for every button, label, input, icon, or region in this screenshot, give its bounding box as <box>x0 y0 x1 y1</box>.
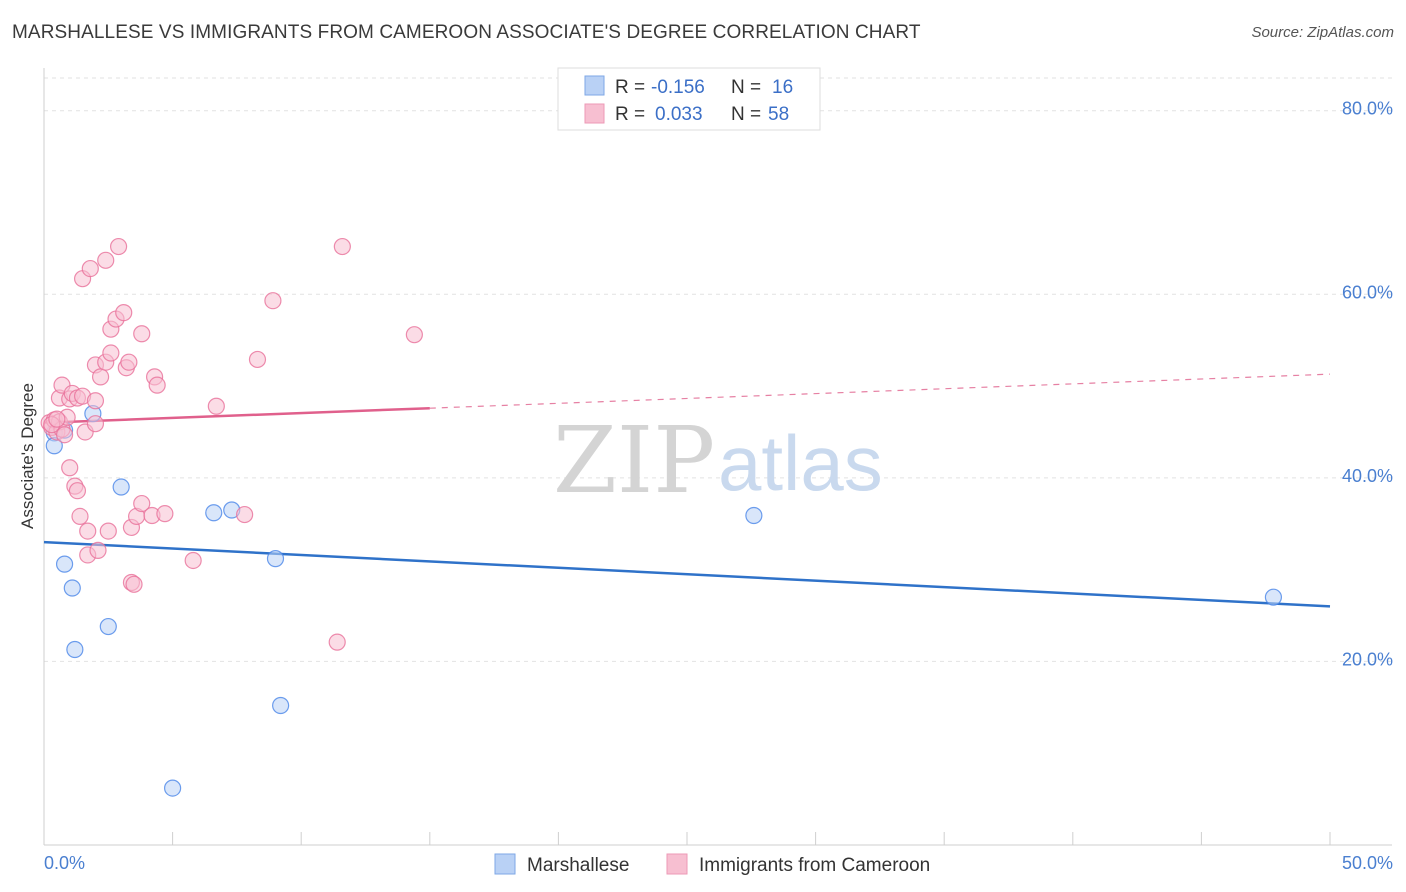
y-tick-labels: 20.0% 40.0% 60.0% 80.0% <box>1342 99 1393 670</box>
point-cameroon <box>115 304 133 322</box>
point-marshallese <box>272 696 290 715</box>
series-legend-label-marshallese: Marshallese <box>527 855 629 876</box>
legend-r-label-blue: R = <box>615 77 645 98</box>
x-tick-label: 50.0% <box>1342 853 1393 873</box>
point-cameroon <box>328 633 346 651</box>
point-marshallese <box>164 779 182 797</box>
x-ticks <box>43 832 1331 845</box>
scatter-points <box>40 237 1283 797</box>
point-marshallese <box>205 504 223 522</box>
legend-r-label-pink: R = <box>615 104 645 125</box>
point-cameroon <box>184 551 202 570</box>
legend-n-value-blue: 16 <box>772 77 793 98</box>
point-marshallese <box>63 579 81 597</box>
watermark-zip: ZIP <box>553 407 715 514</box>
x-tick-labels: 0.0% 50.0% <box>44 853 1393 873</box>
point-cameroon <box>109 237 128 256</box>
point-cameroon <box>68 482 87 500</box>
series-legend-swatch-blue <box>494 853 516 875</box>
point-cameroon <box>102 344 120 362</box>
point-cameroon <box>97 251 115 269</box>
point-cameroon <box>405 326 423 344</box>
point-cameroon <box>81 259 99 278</box>
point-cameroon <box>248 350 267 369</box>
legend-n-value-pink: 58 <box>768 104 789 125</box>
trend-line-pink-solid <box>43 406 430 425</box>
legend-r-value-blue: -0.156 <box>651 77 705 98</box>
chart-title: MARSHALLESE VS IMMIGRANTS FROM CAMEROON … <box>12 22 921 43</box>
y-tick-label: 60.0% <box>1342 282 1393 302</box>
legend-swatch-pink <box>584 103 605 124</box>
point-marshallese <box>266 550 285 568</box>
y-tick-label: 40.0% <box>1342 466 1393 486</box>
point-cameroon <box>79 522 97 540</box>
y-tick-label: 80.0% <box>1342 99 1393 119</box>
point-marshallese <box>55 555 74 573</box>
point-cameroon <box>71 507 89 526</box>
point-cameroon <box>125 575 143 593</box>
x-tick-label: 0.0% <box>44 853 85 873</box>
series-legend-swatch-pink <box>666 853 688 875</box>
point-cameroon <box>61 459 79 477</box>
point-marshallese <box>112 478 130 496</box>
y-axis-label: Associate's Degree <box>18 383 37 529</box>
gridlines <box>44 77 1392 662</box>
trend-lines <box>43 373 1331 608</box>
point-cameroon <box>156 505 174 523</box>
point-cameroon <box>48 410 66 428</box>
point-marshallese <box>99 617 117 636</box>
point-marshallese <box>1264 588 1283 606</box>
point-cameroon <box>133 325 151 343</box>
point-marshallese <box>66 640 84 659</box>
point-cameroon <box>120 353 138 371</box>
source-credit: Source: ZipAtlas.com <box>1251 24 1394 41</box>
legend-n-label-pink: N = <box>731 104 761 125</box>
point-cameroon <box>91 368 110 386</box>
point-cameroon <box>99 522 117 540</box>
point-cameroon <box>264 292 282 310</box>
point-cameroon <box>133 494 151 513</box>
point-cameroon <box>86 415 105 433</box>
point-cameroon <box>207 397 225 415</box>
point-cameroon <box>333 237 351 256</box>
watermark-atlas: atlas <box>718 419 883 507</box>
legend-swatch-blue <box>584 75 605 96</box>
legend-n-label-blue: N = <box>731 77 761 98</box>
point-cameroon <box>55 426 74 444</box>
axes <box>43 68 1392 846</box>
trend-line-pink-dashed <box>429 373 1331 409</box>
stats-legend: R = -0.156 N = 16 R = 0.033 N = 58 <box>557 67 821 131</box>
y-tick-label: 20.0% <box>1342 649 1393 669</box>
point-marshallese <box>745 506 763 525</box>
point-cameroon <box>236 505 254 524</box>
watermark: ZIP atlas <box>553 407 883 514</box>
legend-r-value-pink: 0.033 <box>655 104 703 125</box>
series-legend-label-cameroon: Immigrants from Cameroon <box>699 855 930 876</box>
point-cameroon <box>89 541 107 559</box>
point-cameroon <box>86 392 105 410</box>
series-legend: Marshallese Immigrants from Cameroon <box>494 853 930 876</box>
point-cameroon <box>148 376 166 394</box>
trend-line-blue <box>43 540 1331 608</box>
